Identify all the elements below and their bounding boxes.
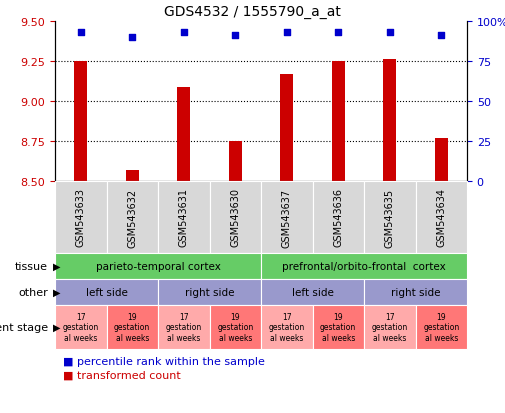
Text: parieto-temporal cortex: parieto-temporal cortex [95,261,221,271]
Text: prefrontal/orbito-frontal  cortex: prefrontal/orbito-frontal cortex [282,261,446,271]
Text: ▶: ▶ [53,261,61,271]
Bar [435,138,448,182]
Point [334,30,342,36]
Text: 19
gestation
al weeks: 19 gestation al weeks [320,312,357,342]
Bar [177,88,190,182]
Text: 17
gestation
al weeks: 17 gestation al weeks [372,312,408,342]
Text: development stage: development stage [0,322,48,332]
Bar [383,60,396,182]
Text: GSM543630: GSM543630 [230,188,240,247]
Text: tissue: tissue [15,261,48,271]
Point [180,30,188,36]
Text: 17
gestation
al weeks: 17 gestation al weeks [166,312,202,342]
Text: GDS4532 / 1555790_a_at: GDS4532 / 1555790_a_at [164,5,341,19]
Bar [126,171,139,182]
Point [437,33,445,40]
Text: ▶: ▶ [53,287,61,297]
Text: 19
gestation
al weeks: 19 gestation al weeks [423,312,460,342]
Text: GSM543637: GSM543637 [282,188,292,247]
Text: ■ percentile rank within the sample: ■ percentile rank within the sample [63,356,265,366]
Bar [332,62,345,182]
Text: GSM543632: GSM543632 [127,188,137,247]
Text: 19
gestation
al weeks: 19 gestation al weeks [217,312,254,342]
Text: ▶: ▶ [53,322,61,332]
Point [231,33,239,40]
Text: right side: right side [185,287,234,297]
Text: 17
gestation
al weeks: 17 gestation al weeks [269,312,305,342]
Point [386,30,394,36]
Text: right side: right side [391,287,440,297]
Text: GSM543631: GSM543631 [179,188,189,247]
Text: GSM543635: GSM543635 [385,188,395,247]
Text: GSM543634: GSM543634 [436,188,446,247]
Text: other: other [18,287,48,297]
Text: ■ transformed count: ■ transformed count [63,370,181,380]
Text: GSM543636: GSM543636 [333,188,343,247]
Text: 17
gestation
al weeks: 17 gestation al weeks [63,312,99,342]
Text: 19
gestation
al weeks: 19 gestation al weeks [114,312,150,342]
Text: left side: left side [291,287,333,297]
Bar [229,142,242,182]
Point [128,35,136,41]
Bar [74,62,87,182]
Point [77,30,85,36]
Bar [280,75,293,182]
Text: left side: left side [85,287,127,297]
Point [283,30,291,36]
Text: GSM543633: GSM543633 [76,188,86,247]
